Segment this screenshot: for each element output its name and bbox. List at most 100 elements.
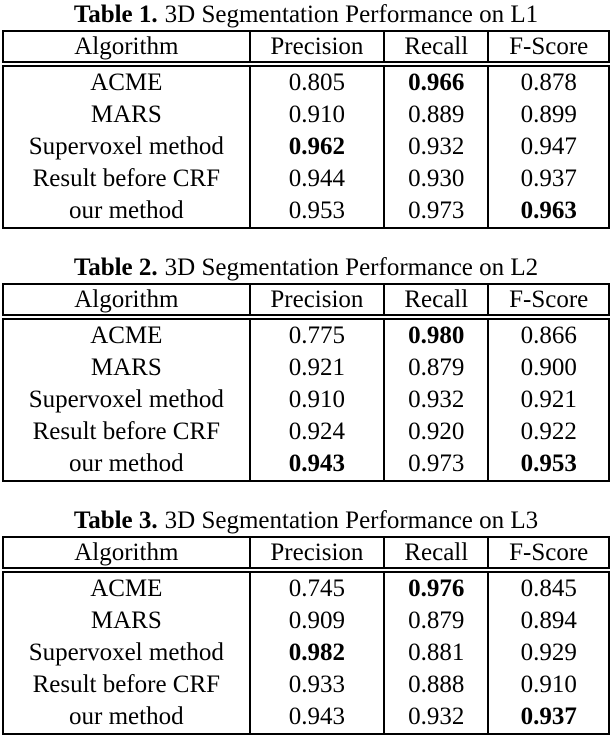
algorithm-cell: Result before CRF <box>32 165 221 192</box>
fscore-cell: 0.921 <box>487 384 609 416</box>
precision-cell: 0.953 <box>248 195 385 228</box>
algorithm-cell: Supervoxel method <box>28 386 224 413</box>
precision-cell: 0.943 <box>248 448 385 481</box>
fscore-cell: 0.937 <box>487 701 609 734</box>
table-2-caption: Table 2. 3D Segmentation Performance on L… <box>0 254 612 281</box>
recall-cell: 0.973 <box>383 195 489 228</box>
caption-text: 3D Segmentation Performance on L2 <box>164 254 539 281</box>
fscore-cell: 0.910 <box>487 669 609 701</box>
table-row: MARS 0.909 0.879 0.894 <box>3 605 609 637</box>
header-row: Algorithm Precision Recall F-Score <box>3 537 609 570</box>
column-header-fscore: F-Score <box>487 31 609 64</box>
algorithm-cell: Supervoxel method <box>28 639 224 666</box>
recall-cell: 0.920 <box>383 416 489 448</box>
recall-cell: 0.881 <box>383 637 489 669</box>
fscore-cell: 0.845 <box>487 570 609 605</box>
table-row: ACME 0.805 0.966 0.878 <box>3 64 609 99</box>
caption-text: 3D Segmentation Performance on L1 <box>164 1 539 28</box>
precision-cell: 0.982 <box>248 637 385 669</box>
table-row: Supervoxel method 0.982 0.881 0.929 <box>3 637 609 669</box>
recall-cell: 0.973 <box>383 448 489 481</box>
fscore-cell: 0.947 <box>487 131 609 163</box>
column-header-fscore: F-Score <box>487 537 609 570</box>
table-row: Result before CRF 0.944 0.930 0.937 <box>3 163 609 195</box>
recall-cell: 0.930 <box>383 163 489 195</box>
algorithm-cell: MARS <box>90 354 162 381</box>
precision-cell: 0.962 <box>248 131 385 163</box>
column-header-algorithm: Algorithm <box>74 32 179 60</box>
column-header-recall: Recall <box>383 537 489 570</box>
fscore-cell: 0.894 <box>487 605 609 637</box>
table-row: our method 0.943 0.932 0.937 <box>3 701 609 734</box>
fscore-cell: 0.866 <box>487 317 609 352</box>
table-1-block: Table 1. 3D Segmentation Performance on L… <box>0 1 612 229</box>
fscore-cell: 0.878 <box>487 64 609 99</box>
fscore-cell: 0.963 <box>487 195 609 228</box>
table-row: MARS 0.910 0.889 0.899 <box>3 99 609 131</box>
algorithm-cell: Supervoxel method <box>28 133 224 160</box>
precision-cell: 0.921 <box>248 352 385 384</box>
table-1-caption: Table 1. 3D Segmentation Performance on L… <box>0 1 612 28</box>
caption-text: 3D Segmentation Performance on L3 <box>164 507 539 534</box>
fscore-cell: 0.953 <box>487 448 609 481</box>
paper-page: Table 1. 3D Segmentation Performance on L… <box>0 1 612 735</box>
precision-cell: 0.775 <box>248 317 385 352</box>
fscore-cell: 0.922 <box>487 416 609 448</box>
results-table-l2: Algorithm Precision Recall F-Score ACME … <box>2 283 610 482</box>
precision-cell: 0.745 <box>248 570 385 605</box>
table-row: our method 0.943 0.973 0.953 <box>3 448 609 481</box>
fscore-cell: 0.900 <box>487 352 609 384</box>
column-header-precision: Precision <box>248 284 385 317</box>
precision-cell: 0.909 <box>248 605 385 637</box>
precision-cell: 0.933 <box>248 669 385 701</box>
header-row: Algorithm Precision Recall F-Score <box>3 284 609 317</box>
table-3-caption: Table 3. 3D Segmentation Performance on L… <box>0 507 612 534</box>
recall-cell: 0.966 <box>383 64 489 99</box>
table-3-block: Table 3. 3D Segmentation Performance on L… <box>0 507 612 735</box>
algorithm-cell: our method <box>69 450 184 477</box>
algorithm-cell: MARS <box>90 101 162 128</box>
recall-cell: 0.932 <box>383 131 489 163</box>
caption-label: Table 2. <box>73 254 158 281</box>
precision-cell: 0.805 <box>248 64 385 99</box>
results-table-l3: Algorithm Precision Recall F-Score ACME … <box>2 536 610 735</box>
algorithm-cell: our method <box>69 197 184 224</box>
table-row: MARS 0.921 0.879 0.900 <box>3 352 609 384</box>
caption-label: Table 3. <box>73 507 158 534</box>
recall-cell: 0.879 <box>383 352 489 384</box>
recall-cell: 0.980 <box>383 317 489 352</box>
caption-label: Table 1. <box>73 1 158 28</box>
algorithm-cell: ACME <box>90 322 163 349</box>
fscore-cell: 0.929 <box>487 637 609 669</box>
precision-cell: 0.944 <box>248 163 385 195</box>
column-header-precision: Precision <box>248 31 385 64</box>
precision-cell: 0.924 <box>248 416 385 448</box>
precision-cell: 0.943 <box>248 701 385 734</box>
header-row: Algorithm Precision Recall F-Score <box>3 31 609 64</box>
column-header-precision: Precision <box>248 537 385 570</box>
column-header-algorithm: Algorithm <box>74 285 179 313</box>
recall-cell: 0.888 <box>383 669 489 701</box>
algorithm-cell: Result before CRF <box>32 671 221 698</box>
table-row: Result before CRF 0.933 0.888 0.910 <box>3 669 609 701</box>
table-row: Supervoxel method 0.962 0.932 0.947 <box>3 131 609 163</box>
recall-cell: 0.889 <box>383 99 489 131</box>
table-row: ACME 0.745 0.976 0.845 <box>3 570 609 605</box>
algorithm-cell: ACME <box>90 69 163 96</box>
algorithm-cell: Result before CRF <box>32 418 221 445</box>
table-row: ACME 0.775 0.980 0.866 <box>3 317 609 352</box>
precision-cell: 0.910 <box>248 99 385 131</box>
fscore-cell: 0.937 <box>487 163 609 195</box>
recall-cell: 0.932 <box>383 384 489 416</box>
table-row: our method 0.953 0.973 0.963 <box>3 195 609 228</box>
column-header-recall: Recall <box>383 31 489 64</box>
table-row: Result before CRF 0.924 0.920 0.922 <box>3 416 609 448</box>
algorithm-cell: MARS <box>90 607 162 634</box>
fscore-cell: 0.899 <box>487 99 609 131</box>
table-row: Supervoxel method 0.910 0.932 0.921 <box>3 384 609 416</box>
table-2-block: Table 2. 3D Segmentation Performance on L… <box>0 254 612 482</box>
algorithm-cell: our method <box>69 703 184 730</box>
column-header-algorithm: Algorithm <box>74 538 179 566</box>
recall-cell: 0.932 <box>383 701 489 734</box>
column-header-recall: Recall <box>383 284 489 317</box>
